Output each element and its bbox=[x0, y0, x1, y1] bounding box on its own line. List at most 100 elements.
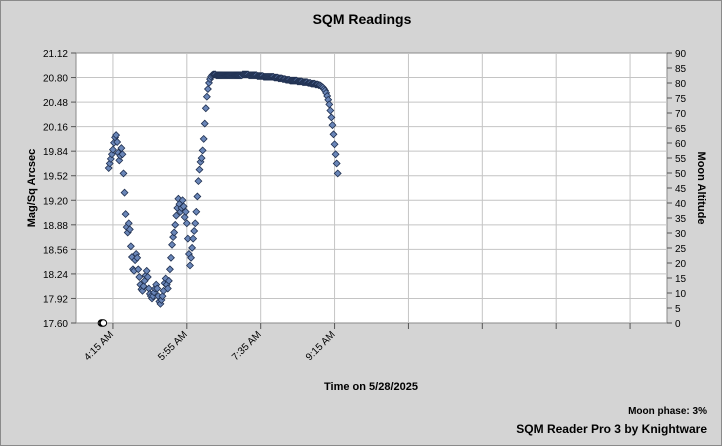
data-point bbox=[326, 106, 335, 115]
data-point bbox=[194, 177, 203, 186]
data-point bbox=[158, 292, 167, 301]
data-point bbox=[139, 282, 148, 291]
y-axis-ticks: 17.60 17.92 18.24 18.56 18.88 19.20 19.52 19.84… bbox=[43, 49, 76, 330]
data-point bbox=[119, 169, 128, 178]
data-point bbox=[183, 234, 192, 243]
y-tick-label: 20.80 bbox=[43, 74, 68, 85]
y-tick-label: 20.16 bbox=[43, 123, 68, 134]
y2-tick-label: 10 bbox=[675, 289, 687, 300]
data-point bbox=[163, 284, 172, 293]
y2-tick-label: 25 bbox=[675, 244, 687, 255]
chart-title: SQM Readings bbox=[313, 11, 412, 27]
data-point bbox=[201, 104, 210, 113]
y2-tick-label: 70 bbox=[675, 109, 687, 120]
data-point bbox=[330, 140, 339, 149]
data-point bbox=[108, 145, 117, 154]
y2-tick-label: 30 bbox=[675, 229, 687, 240]
data-point bbox=[180, 213, 189, 222]
data-point bbox=[168, 240, 177, 249]
data-point bbox=[333, 169, 342, 178]
data-point bbox=[133, 253, 142, 262]
data-point bbox=[199, 134, 208, 143]
app-credit-text: SQM Reader Pro 3 by Knightware bbox=[516, 422, 707, 436]
data-point bbox=[189, 234, 198, 243]
y2-tick-label: 15 bbox=[675, 274, 687, 285]
data-point bbox=[143, 273, 152, 281]
y-tick-label: 18.88 bbox=[43, 221, 68, 232]
data-point bbox=[104, 164, 113, 173]
y2-tick-label: 60 bbox=[675, 139, 687, 150]
data-point bbox=[198, 146, 207, 155]
y-tick-label: 19.20 bbox=[43, 196, 68, 207]
data-point bbox=[193, 192, 202, 201]
data-point bbox=[126, 242, 135, 251]
data-point bbox=[190, 226, 199, 235]
y2-tick-label: 5 bbox=[675, 304, 681, 315]
data-point bbox=[191, 219, 200, 228]
y2-tick-label: 0 bbox=[675, 319, 681, 330]
y2-axis-label: Moon Altitude bbox=[695, 152, 707, 225]
data-point bbox=[179, 202, 188, 211]
data-point bbox=[112, 131, 121, 140]
y2-axis-ticks: 0 5 10 15 20 25 30 35 40 45 50 55 60 65 70 75 80 85 90 bbox=[667, 49, 687, 330]
data-point bbox=[195, 165, 204, 174]
data-point bbox=[328, 121, 337, 130]
x-axis-label: Time on 5/28/2025 bbox=[324, 381, 418, 393]
y-tick-label: 19.84 bbox=[43, 147, 68, 158]
data-point bbox=[171, 220, 180, 229]
moon-altitude-point bbox=[99, 319, 108, 327]
y-tick-label: 17.60 bbox=[43, 319, 68, 330]
x-tick-label: 4:15 AM bbox=[82, 329, 116, 363]
data-point bbox=[188, 243, 197, 252]
y-tick-label: 19.52 bbox=[43, 172, 68, 183]
data-point bbox=[169, 233, 178, 242]
y2-tick-label: 75 bbox=[675, 94, 687, 105]
y2-tick-label: 35 bbox=[675, 214, 687, 225]
y-tick-label: 21.12 bbox=[43, 49, 68, 60]
y-tick-label: 18.56 bbox=[43, 245, 68, 256]
plot-area bbox=[75, 52, 668, 324]
data-point bbox=[187, 253, 195, 262]
data-point bbox=[203, 85, 212, 94]
data-point bbox=[200, 119, 209, 128]
data-point bbox=[329, 130, 338, 139]
x-axis-ticks: 4:15 AM 5:55 AM 7:35 AM 9:15 AM bbox=[82, 323, 631, 363]
y2-tick-label: 80 bbox=[675, 79, 687, 90]
data-point bbox=[181, 207, 190, 216]
data-point bbox=[327, 113, 336, 122]
y-axis-label: Mag/Sq Arcsec bbox=[26, 149, 38, 227]
data-point bbox=[170, 228, 179, 237]
data-points bbox=[104, 70, 342, 308]
data-point bbox=[120, 188, 129, 197]
data-point bbox=[186, 261, 194, 270]
data-point bbox=[125, 225, 134, 234]
y2-tick-label: 85 bbox=[675, 64, 687, 75]
y2-tick-label: 40 bbox=[675, 199, 687, 210]
y2-tick-label: 50 bbox=[675, 169, 687, 180]
y2-tick-label: 55 bbox=[675, 154, 687, 165]
data-point bbox=[165, 265, 174, 274]
data-point bbox=[192, 207, 201, 216]
data-point bbox=[167, 253, 175, 262]
data-point bbox=[202, 92, 211, 101]
data-point bbox=[332, 159, 341, 168]
data-point bbox=[197, 154, 206, 163]
data-point bbox=[113, 138, 122, 146]
y-tick-label: 17.92 bbox=[43, 294, 68, 305]
y2-tick-label: 90 bbox=[675, 49, 687, 60]
data-point bbox=[135, 273, 144, 281]
data-point bbox=[331, 150, 340, 159]
grid-lines bbox=[76, 53, 667, 323]
moon-phase-text: Moon phase: 3% bbox=[628, 406, 707, 417]
data-point bbox=[118, 150, 127, 159]
data-point bbox=[153, 284, 162, 293]
y2-tick-label: 20 bbox=[675, 259, 687, 270]
moon-altitude-points bbox=[97, 319, 108, 327]
data-point bbox=[115, 156, 124, 165]
data-point bbox=[172, 211, 181, 220]
x-tick-label: 7:35 AM bbox=[230, 329, 264, 363]
y2-tick-label: 65 bbox=[675, 124, 687, 135]
data-point bbox=[164, 276, 173, 285]
